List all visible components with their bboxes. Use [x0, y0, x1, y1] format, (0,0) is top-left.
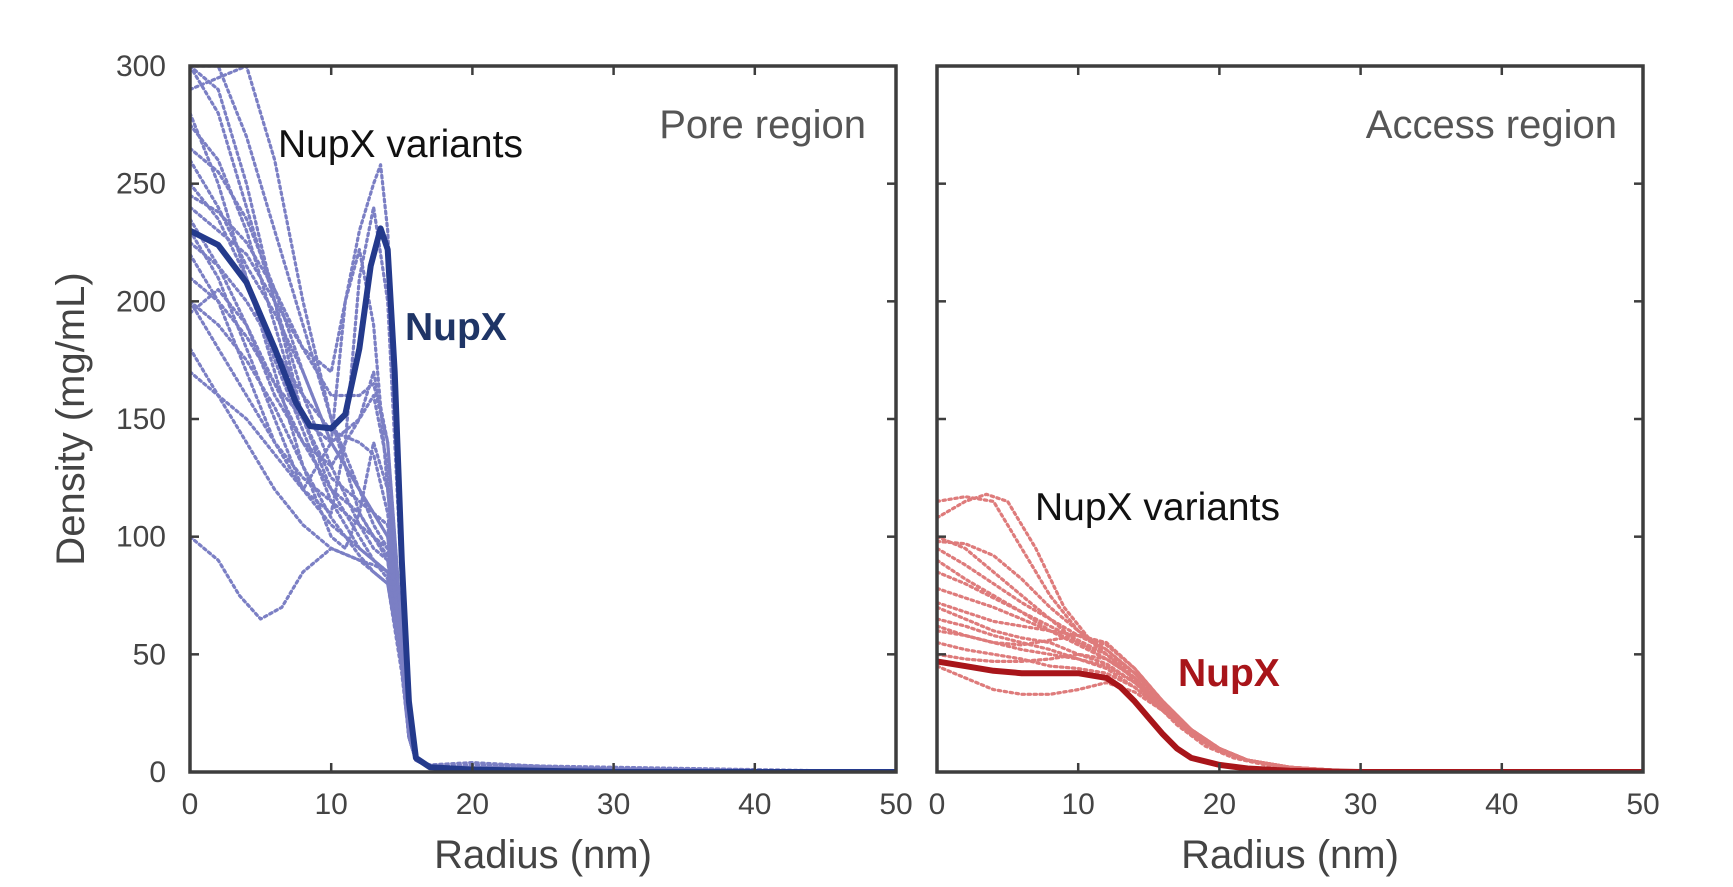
pore-variant-line [190, 111, 896, 772]
pore-variant-line [190, 193, 896, 772]
access-axes-frame [935, 64, 1645, 774]
access-variant-line [937, 539, 1643, 772]
access-region-label: Access region [1366, 103, 1617, 147]
pore-variant-line [190, 66, 896, 772]
x-tick-label: 50 [1626, 788, 1659, 821]
x-tick-label: 10 [1062, 788, 1095, 821]
pore-nupx-label: NupX [405, 306, 507, 349]
x-tick-label: 40 [738, 788, 771, 821]
pore-x-ticks: 0 10 20 30 40 50 [182, 66, 913, 821]
pore-variants-label: NupX variants [278, 123, 523, 166]
access-x-ticks: 0 10 20 30 40 50 [929, 66, 1660, 821]
access-variant-line [937, 629, 1643, 772]
y-tick-label: 50 [133, 638, 166, 671]
access-variant-line [937, 605, 1643, 772]
y-tick-label: 250 [116, 168, 166, 201]
x-tick-label: 30 [1344, 788, 1377, 821]
access-nupx-line-path [937, 658, 1643, 772]
pore-nupx-line [190, 225, 896, 772]
pore-region-panel: 0 10 20 30 40 50 0 50 100 150 200 250 300 Pore regi… [49, 50, 913, 877]
access-variants-label: NupX variants [1035, 486, 1280, 529]
pore-variant-line [190, 66, 896, 772]
x-tick-label: 10 [315, 788, 348, 821]
pore-region-label: Pore region [659, 103, 866, 147]
pore-variant-line [190, 66, 896, 772]
access-nupx-line [937, 658, 1643, 772]
pore-variant-line [190, 535, 896, 772]
access-x-axis-label: Radius (nm) [1181, 833, 1399, 877]
y-tick-label: 100 [116, 521, 166, 554]
pore-variant-line [190, 66, 896, 772]
y-tick-label: 0 [149, 756, 166, 789]
access-variant-line [937, 641, 1643, 772]
x-tick-label: 20 [1203, 788, 1236, 821]
access-variant-line [937, 492, 1643, 772]
pore-variant-line [190, 163, 896, 772]
pore-variant-lines [190, 66, 896, 772]
access-variant-line [937, 558, 1643, 772]
pore-variant-line [190, 248, 896, 772]
access-nupx-label: NupX [1178, 652, 1280, 695]
access-variant-line [937, 495, 1643, 772]
pore-variant-line [190, 146, 896, 772]
pore-variant-line [190, 288, 896, 772]
pore-nupx-line-path [190, 225, 896, 772]
access-variant-lines [937, 492, 1643, 772]
access-region-panel: 0 10 20 30 40 50 Access region NupX variants … [929, 64, 1660, 877]
pore-variant-line [190, 240, 896, 772]
y-tick-label: 200 [116, 285, 166, 318]
y-tick-label: 150 [116, 403, 166, 436]
pore-y-ticks: 0 50 100 150 200 250 300 [116, 50, 896, 789]
x-tick-label: 30 [597, 788, 630, 821]
pore-x-axis-label: Radius (nm) [434, 833, 652, 877]
access-y-tick-marks [937, 64, 1643, 774]
access-variant-line [937, 664, 1643, 772]
pore-axes-frame [188, 64, 898, 774]
x-tick-label: 0 [929, 788, 946, 821]
x-tick-label: 20 [456, 788, 489, 821]
x-tick-label: 40 [1485, 788, 1518, 821]
pore-variant-line [190, 158, 896, 772]
y-tick-label: 300 [116, 50, 166, 83]
pore-variant-line [190, 205, 896, 772]
x-tick-label: 0 [182, 788, 199, 821]
pore-y-axis-label: Density (mg/mL) [49, 272, 93, 565]
x-tick-label: 50 [879, 788, 912, 821]
access-variant-line [937, 601, 1643, 772]
